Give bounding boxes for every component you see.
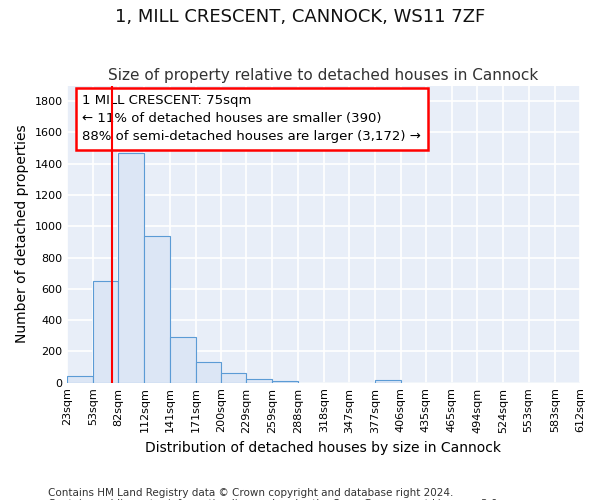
- Bar: [221, 372, 247, 382]
- Title: Size of property relative to detached houses in Cannock: Size of property relative to detached ho…: [108, 68, 539, 83]
- Bar: [196, 362, 221, 382]
- Bar: [93, 281, 118, 382]
- Bar: [145, 236, 170, 382]
- Bar: [247, 379, 272, 382]
- Text: 1 MILL CRESCENT: 75sqm
← 11% of detached houses are smaller (390)
88% of semi-de: 1 MILL CRESCENT: 75sqm ← 11% of detached…: [82, 94, 421, 144]
- Bar: [272, 381, 298, 382]
- Text: Contains HM Land Registry data © Crown copyright and database right 2024.: Contains HM Land Registry data © Crown c…: [48, 488, 454, 498]
- Y-axis label: Number of detached properties: Number of detached properties: [15, 125, 29, 344]
- Bar: [170, 338, 196, 382]
- X-axis label: Distribution of detached houses by size in Cannock: Distribution of detached houses by size …: [145, 441, 502, 455]
- Bar: [67, 376, 93, 382]
- Text: 1, MILL CRESCENT, CANNOCK, WS11 7ZF: 1, MILL CRESCENT, CANNOCK, WS11 7ZF: [115, 8, 485, 26]
- Text: Contains public sector information licensed under the Open Government Licence v3: Contains public sector information licen…: [48, 499, 501, 500]
- Bar: [118, 153, 145, 382]
- Bar: [375, 380, 401, 382]
